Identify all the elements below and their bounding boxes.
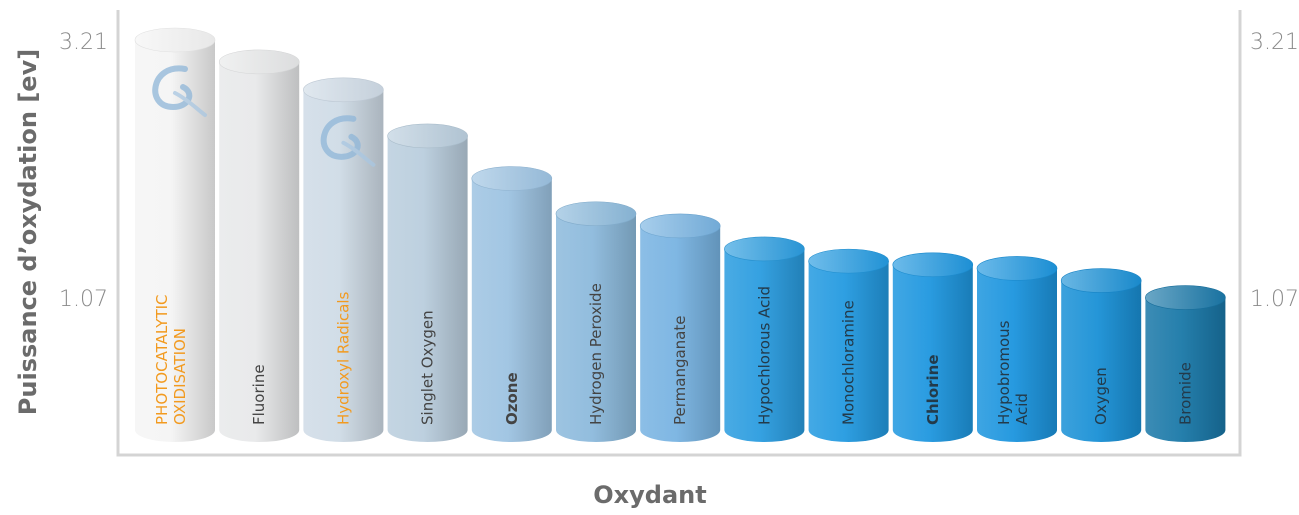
- bar-top: [303, 77, 384, 103]
- bar-body: [1145, 297, 1226, 443]
- bar-label: PHOTOCATALYTIC: [153, 294, 171, 425]
- bar: [471, 166, 553, 443]
- bar-label: Hypobromous: [995, 320, 1013, 425]
- bar: [808, 248, 889, 443]
- bar-top: [1060, 268, 1142, 293]
- bar-top: [218, 49, 300, 75]
- bar-body: [808, 261, 889, 443]
- bar-label: Singlet Oxygen: [419, 310, 437, 425]
- y-tick-label-right: 1.07: [1250, 287, 1299, 312]
- bar-body: [471, 178, 552, 443]
- bar-body: [219, 61, 300, 442]
- bar-body: [303, 89, 384, 443]
- bar: [892, 252, 974, 443]
- chart-texts: 1.07 1.07 3.21 3.21 Puissance d’oxydation [e…: [14, 30, 1299, 509]
- chart-bars: [134, 27, 1226, 443]
- bar-body: [1061, 280, 1142, 443]
- y-tick-label-left: 3.21: [59, 30, 108, 55]
- bar-body: [640, 225, 721, 443]
- bar-body: [387, 135, 468, 443]
- bar-body: [892, 264, 973, 443]
- bar-label: Fluorine: [250, 364, 268, 425]
- bar-label: Bromide: [1176, 362, 1194, 425]
- bar-body: [556, 213, 636, 442]
- bar-label: Hydrogen Peroxide: [587, 283, 605, 425]
- bar-body: [724, 248, 805, 443]
- bar-label: Monochloramine: [840, 300, 858, 425]
- bar-label: Oxygen: [1092, 367, 1110, 425]
- bar: [134, 27, 216, 442]
- bar: [724, 236, 805, 443]
- bar-label: Acid: [1013, 393, 1031, 425]
- y-tick-label-right: 3.21: [1250, 30, 1299, 55]
- bar-top: [555, 201, 637, 227]
- bar-top: [639, 213, 721, 239]
- y-tick-label-left: 1.07: [59, 287, 108, 312]
- bar-label: OXIDISATION: [171, 328, 189, 425]
- bar-top: [976, 256, 1058, 281]
- bar: [1060, 268, 1142, 443]
- y-axis-label: Puissance d’oxydation [ev]: [14, 49, 42, 415]
- bar: [639, 213, 721, 443]
- bar: [976, 256, 1058, 442]
- bar-label: Ozone: [503, 372, 521, 425]
- bar: [387, 123, 468, 443]
- bar-top: [892, 252, 974, 278]
- swirl-logo-icon: [320, 115, 376, 167]
- swirl-logo-icon: [152, 65, 207, 117]
- bar: [1145, 285, 1226, 443]
- chart-axes: [116, 10, 1242, 457]
- axis-frame: [116, 10, 1242, 457]
- bar-label: Chlorine: [924, 354, 942, 425]
- bar-top: [471, 166, 553, 191]
- bar-top: [134, 27, 216, 53]
- bar: [555, 201, 637, 442]
- bar-body: [977, 268, 1057, 442]
- bar: [218, 49, 300, 442]
- bar-label: Hydroxyl Radicals: [334, 291, 352, 425]
- bar-body: [135, 40, 215, 442]
- bar-label: Permanganate: [671, 316, 689, 425]
- bar-top: [724, 236, 805, 262]
- bar-top: [387, 123, 468, 149]
- x-axis-label: Oxydant: [593, 481, 706, 509]
- bar-top: [1145, 285, 1226, 310]
- bar: [303, 77, 384, 443]
- bar-label: Hypochlorous Acid: [755, 286, 773, 425]
- bar-top: [808, 248, 889, 274]
